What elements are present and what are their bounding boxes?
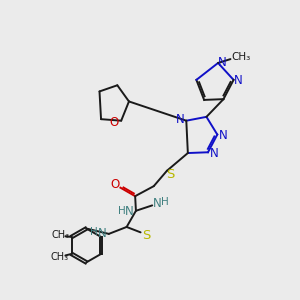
Text: CH₃: CH₃ (232, 52, 251, 62)
Text: S: S (142, 229, 150, 242)
Text: N: N (176, 113, 184, 126)
Text: N: N (125, 205, 134, 218)
Text: N: N (98, 226, 106, 240)
Text: H: H (161, 197, 169, 207)
Text: O: O (110, 116, 119, 129)
Text: N: N (210, 147, 219, 160)
Text: N: N (218, 56, 227, 69)
Text: N: N (219, 129, 228, 142)
Text: H: H (118, 206, 126, 216)
Text: CH₃: CH₃ (52, 230, 70, 240)
Text: O: O (110, 178, 120, 191)
Text: H: H (90, 227, 98, 237)
Text: N: N (234, 74, 243, 87)
Text: S: S (167, 168, 175, 181)
Text: N: N (153, 196, 162, 210)
Text: CH₃: CH₃ (50, 252, 68, 262)
